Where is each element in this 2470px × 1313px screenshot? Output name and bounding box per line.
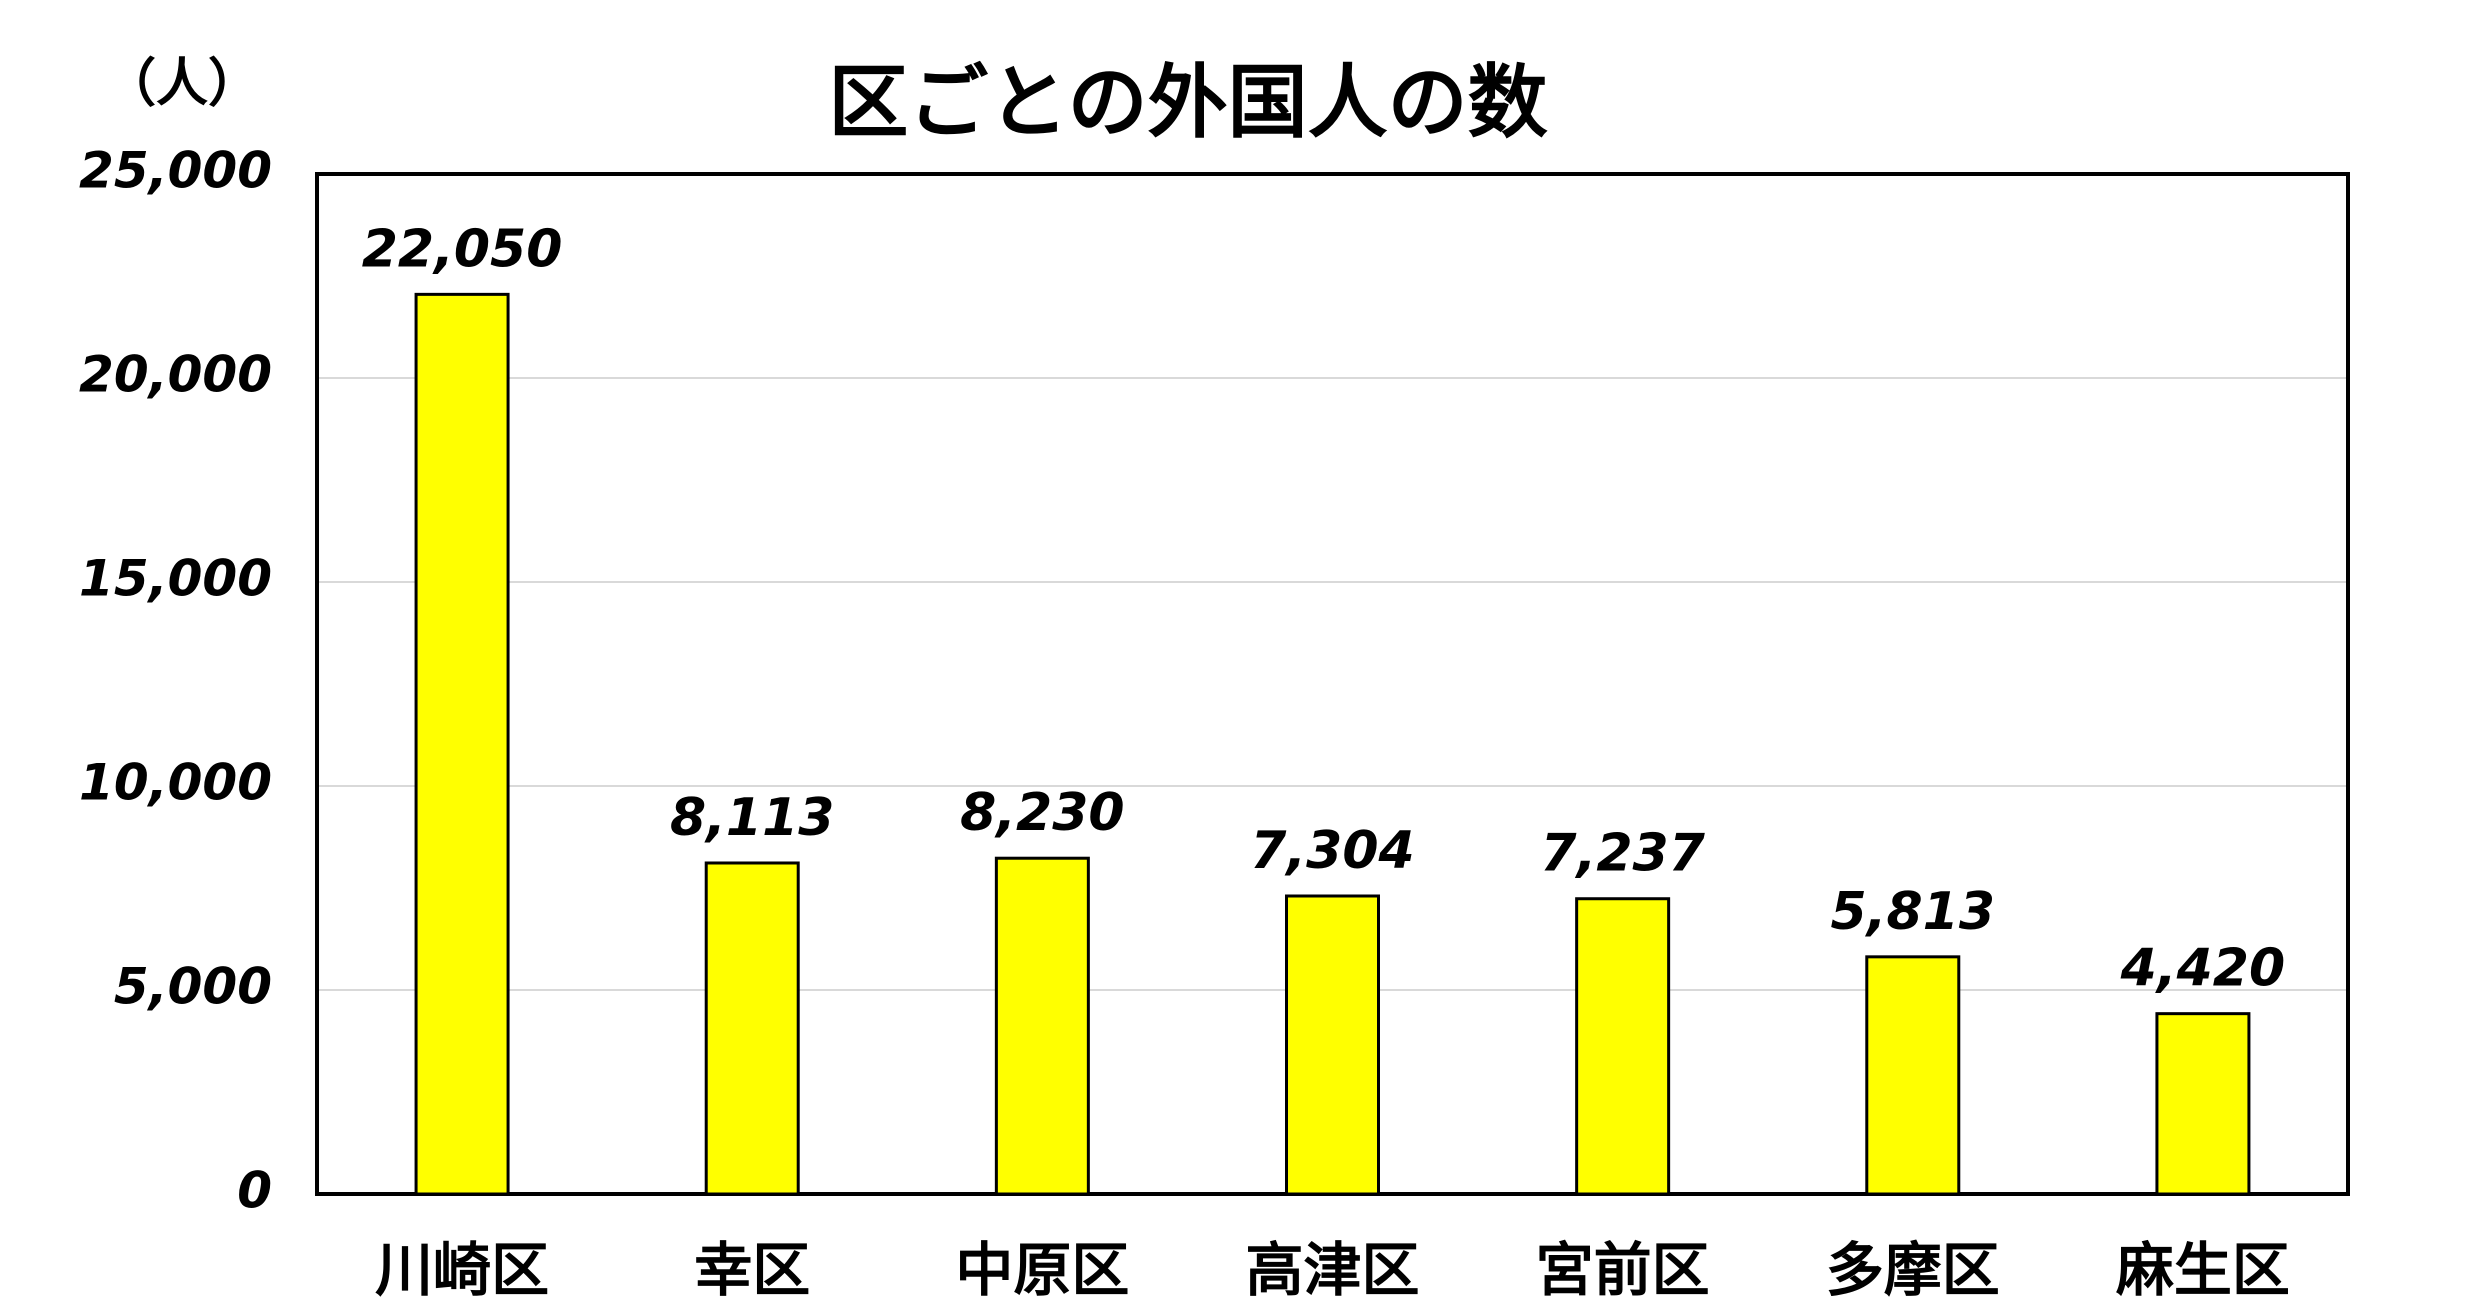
y-tick-label: 5,000 bbox=[114, 958, 272, 1016]
value-label: 8,230 bbox=[960, 783, 1124, 843]
x-tick-label: 高津区 bbox=[1245, 1236, 1419, 1304]
value-label: 4,420 bbox=[2120, 939, 2285, 999]
bar bbox=[414, 292, 510, 1196]
x-tick-label: 麻生区 bbox=[2116, 1236, 2290, 1304]
x-tick-label: 多摩区 bbox=[1826, 1236, 2000, 1304]
bar bbox=[704, 861, 800, 1196]
bar bbox=[994, 856, 1090, 1196]
y-tick-label: 0 bbox=[237, 1162, 272, 1220]
value-label: 22,050 bbox=[362, 219, 563, 279]
bar bbox=[1865, 955, 1961, 1196]
y-tick-label: 15,000 bbox=[79, 550, 272, 608]
bar bbox=[1575, 897, 1671, 1196]
x-tick-label: 中原区 bbox=[955, 1236, 1129, 1304]
bar bbox=[2155, 1012, 2251, 1196]
x-tick-label: 宮前区 bbox=[1536, 1236, 1710, 1304]
value-label: 5,813 bbox=[1831, 882, 1995, 942]
y-tick-label: 10,000 bbox=[79, 754, 272, 812]
x-tick-label: 幸区 bbox=[694, 1236, 810, 1304]
value-label: 8,113 bbox=[670, 788, 834, 848]
y-axis-label: （人） bbox=[104, 54, 260, 114]
y-tick-label: 25,000 bbox=[79, 142, 272, 200]
y-tick-label: 20,000 bbox=[79, 346, 272, 404]
chart-title: 区ごとの外国人の数 bbox=[828, 56, 1547, 149]
x-tick-label: 川崎区 bbox=[375, 1236, 549, 1304]
bar bbox=[1285, 894, 1380, 1196]
value-label: 7,237 bbox=[1540, 824, 1705, 884]
value-label: 7,304 bbox=[1250, 821, 1414, 881]
